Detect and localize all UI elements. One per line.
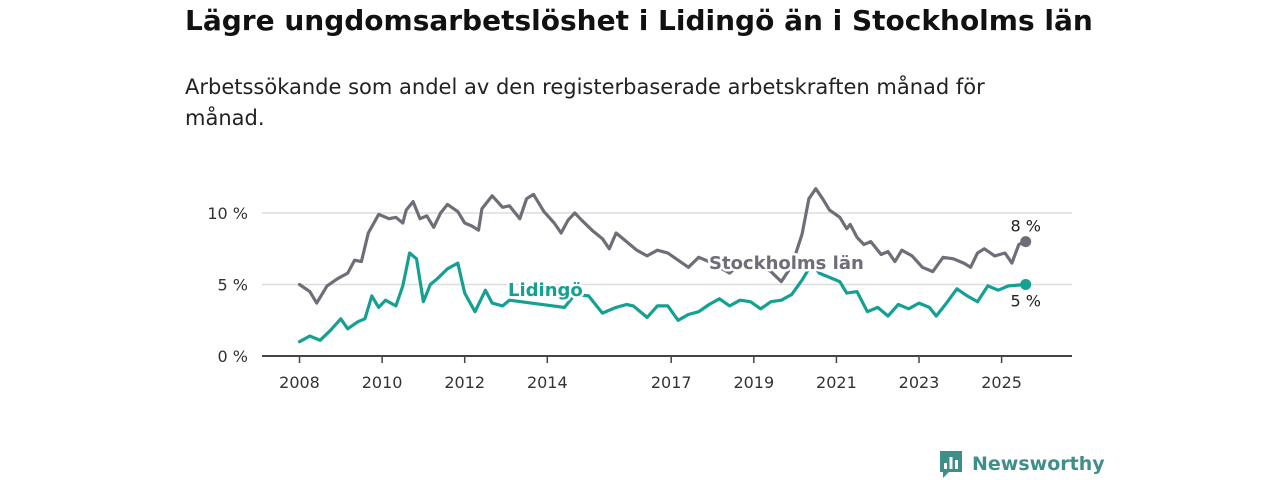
- x-tick-label: 2019: [733, 373, 774, 392]
- x-tick-label: 2017: [651, 373, 692, 392]
- x-axis: 2008 2010 2012 2014 2017 2019 2021 2023 2025: [262, 355, 1072, 392]
- series-line-stockholms-lan: [297, 187, 1028, 305]
- series-end-value-label: 8 %: [1010, 217, 1040, 236]
- series-labels: Stockholms län 8 % Lidingö 5 %: [506, 217, 1041, 311]
- x-tick-label: 2010: [362, 373, 403, 392]
- series-line-lidingo: [297, 251, 1028, 344]
- x-tick-label: 2008: [279, 373, 320, 392]
- y-tick-label: 5 %: [218, 276, 248, 295]
- y-tick-label: 0 %: [218, 347, 248, 366]
- newsworthy-logo-icon: [940, 451, 962, 478]
- series-name-label: Stockholms län: [709, 253, 864, 274]
- y-axis-ticks: 0 % 5 % 10 %: [207, 204, 248, 366]
- line-chart: 0 %5 %10 % 2008 2010 2012 2014 2017 2019 2021 2…: [207, 187, 1072, 392]
- series-end-point: [1020, 236, 1032, 248]
- y-tick-label: 10 %: [207, 204, 248, 223]
- x-tick-label: 2021: [816, 373, 857, 392]
- brand-name: Newsworthy: [972, 453, 1105, 475]
- chart-subtitle: Arbetssökande som andel av den registerb…: [185, 75, 985, 130]
- x-tick-label: 2023: [899, 373, 940, 392]
- newsworthy-brand[interactable]: Newsworthy: [938, 449, 1105, 479]
- series-end-value-label: 5 %: [1010, 292, 1040, 311]
- x-tick-label: 2012: [444, 373, 485, 392]
- series-lines: [297, 187, 1032, 344]
- series-end-point: [1020, 279, 1032, 290]
- series-name-label: Lidingö: [508, 280, 583, 301]
- chart-title: Lägre ungdomsarbetslöshet i Lidingö än i…: [185, 4, 1093, 37]
- gridlines: [262, 212, 1072, 286]
- x-tick-label: 2025: [981, 373, 1022, 392]
- x-tick-label: 2014: [527, 373, 568, 392]
